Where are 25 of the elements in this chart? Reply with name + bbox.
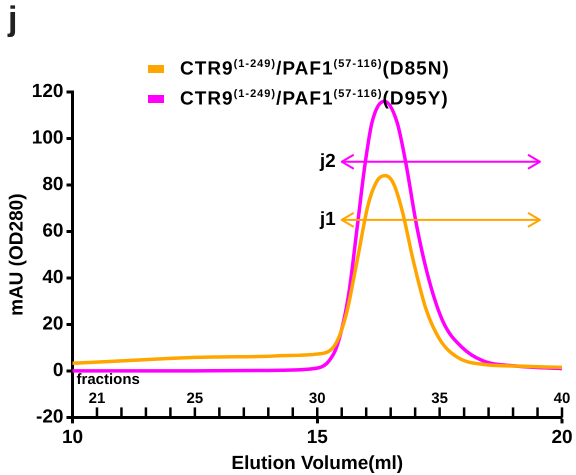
x-axis-title: Elution Volume(ml) [231,452,404,474]
chart-title: j [8,0,18,39]
x2-tick-label: 30 [308,390,326,408]
y-tick-label: 100 [32,128,64,149]
y-axis-title: mAU (OD280) [6,193,28,316]
y-tick-label: 0 [52,360,64,382]
y-tick-label: 60 [42,220,64,242]
ref-line-label: j2 [318,150,336,172]
y-tick-label: 40 [42,267,64,288]
x2-tick-label: 25 [186,390,204,408]
y-tick-label: 20 [42,314,64,335]
y-tick-label: 80 [42,174,64,196]
line-series [72,174,562,370]
x2-tick-label: 35 [431,390,448,408]
x-tick-label: 10 [62,427,84,448]
y-tick-label: -20 [36,406,64,428]
x2-tick-label: 40 [554,390,570,408]
y-tick-label: 120 [32,81,64,102]
ref-line-label: j1 [318,209,336,230]
legend-label: CTR9$^{(1-249)}$/PAF1$^{(57-116)}$(D95Y) [180,88,449,110]
x2-tick-label: 21 [88,390,106,408]
x2-axis-title: fractions [76,371,140,388]
x-tick-label: 15 [306,427,328,448]
legend-label: CTR9$^{(1-249)}$/PAF1$^{(57-116)}$(D85N) [180,58,450,80]
x-tick-label: 20 [551,427,573,448]
